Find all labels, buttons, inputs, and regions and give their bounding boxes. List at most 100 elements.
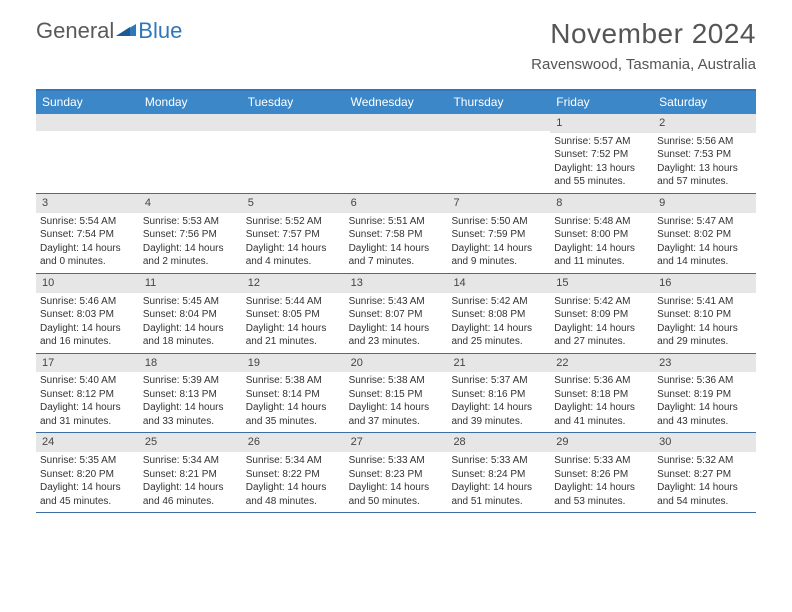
sunset-text: Sunset: 8:13 PM	[143, 388, 238, 402]
day-cell: 5Sunrise: 5:52 AMSunset: 7:57 PMDaylight…	[242, 194, 345, 273]
day-cell: 27Sunrise: 5:33 AMSunset: 8:23 PMDayligh…	[345, 433, 448, 512]
daylight-text: Daylight: 14 hours and 48 minutes.	[246, 481, 341, 508]
title-block: November 2024 Ravenswood, Tasmania, Aust…	[531, 18, 756, 73]
brand-logo: General Blue	[36, 18, 182, 44]
day-number: 19	[242, 354, 345, 373]
sunrise-text: Sunrise: 5:33 AM	[451, 454, 546, 468]
day-cell: 23Sunrise: 5:36 AMSunset: 8:19 PMDayligh…	[653, 354, 756, 433]
day-number: 9	[653, 194, 756, 213]
sunrise-text: Sunrise: 5:41 AM	[657, 295, 752, 309]
sunrise-text: Sunrise: 5:44 AM	[246, 295, 341, 309]
daylight-text: Daylight: 14 hours and 2 minutes.	[143, 242, 238, 269]
sunset-text: Sunset: 8:26 PM	[554, 468, 649, 482]
day-cell: 30Sunrise: 5:32 AMSunset: 8:27 PMDayligh…	[653, 433, 756, 512]
sunrise-text: Sunrise: 5:33 AM	[349, 454, 444, 468]
daylight-text: Daylight: 14 hours and 37 minutes.	[349, 401, 444, 428]
day-number: 13	[345, 274, 448, 293]
sunset-text: Sunset: 8:18 PM	[554, 388, 649, 402]
header: General Blue November 2024 Ravenswood, T…	[0, 0, 792, 79]
sunrise-text: Sunrise: 5:39 AM	[143, 374, 238, 388]
day-number: 17	[36, 354, 139, 373]
day-number	[139, 114, 242, 131]
week-row: 17Sunrise: 5:40 AMSunset: 8:12 PMDayligh…	[36, 354, 756, 434]
sunset-text: Sunset: 8:27 PM	[657, 468, 752, 482]
sunset-text: Sunset: 8:03 PM	[40, 308, 135, 322]
day-number: 18	[139, 354, 242, 373]
sunset-text: Sunset: 7:53 PM	[657, 148, 752, 162]
sunrise-text: Sunrise: 5:53 AM	[143, 215, 238, 229]
sunset-text: Sunset: 7:52 PM	[554, 148, 649, 162]
daylight-text: Daylight: 14 hours and 23 minutes.	[349, 322, 444, 349]
day-cell	[345, 114, 448, 193]
daylight-text: Daylight: 14 hours and 9 minutes.	[451, 242, 546, 269]
day-number	[242, 114, 345, 131]
day-cell: 28Sunrise: 5:33 AMSunset: 8:24 PMDayligh…	[447, 433, 550, 512]
day-number: 1	[550, 114, 653, 133]
daylight-text: Daylight: 14 hours and 31 minutes.	[40, 401, 135, 428]
sunrise-text: Sunrise: 5:34 AM	[246, 454, 341, 468]
daylight-text: Daylight: 14 hours and 16 minutes.	[40, 322, 135, 349]
day-cell: 22Sunrise: 5:36 AMSunset: 8:18 PMDayligh…	[550, 354, 653, 433]
day-cell: 6Sunrise: 5:51 AMSunset: 7:58 PMDaylight…	[345, 194, 448, 273]
sunset-text: Sunset: 8:22 PM	[246, 468, 341, 482]
day-number: 16	[653, 274, 756, 293]
sunrise-text: Sunrise: 5:56 AM	[657, 135, 752, 149]
sunset-text: Sunset: 8:02 PM	[657, 228, 752, 242]
sunrise-text: Sunrise: 5:32 AM	[657, 454, 752, 468]
daylight-text: Daylight: 14 hours and 27 minutes.	[554, 322, 649, 349]
daylight-text: Daylight: 14 hours and 25 minutes.	[451, 322, 546, 349]
weekday-header: Thursday	[447, 91, 550, 114]
sunrise-text: Sunrise: 5:43 AM	[349, 295, 444, 309]
sunset-text: Sunset: 8:16 PM	[451, 388, 546, 402]
day-cell: 19Sunrise: 5:38 AMSunset: 8:14 PMDayligh…	[242, 354, 345, 433]
daylight-text: Daylight: 14 hours and 29 minutes.	[657, 322, 752, 349]
sunrise-text: Sunrise: 5:50 AM	[451, 215, 546, 229]
day-number: 15	[550, 274, 653, 293]
day-number: 21	[447, 354, 550, 373]
day-number: 25	[139, 433, 242, 452]
day-cell: 12Sunrise: 5:44 AMSunset: 8:05 PMDayligh…	[242, 274, 345, 353]
day-cell: 16 Sunrise: 5:41 AMSunset: 8:10 PMDayligh…	[653, 274, 756, 353]
day-cell: 7Sunrise: 5:50 AMSunset: 7:59 PMDaylight…	[447, 194, 550, 273]
day-cell	[242, 114, 345, 193]
day-number: 6	[345, 194, 448, 213]
day-number: 7	[447, 194, 550, 213]
day-number	[447, 114, 550, 131]
sunrise-text: Sunrise: 5:38 AM	[246, 374, 341, 388]
month-title: November 2024	[531, 18, 756, 50]
day-number: 28	[447, 433, 550, 452]
location: Ravenswood, Tasmania, Australia	[531, 56, 756, 73]
daylight-text: Daylight: 14 hours and 18 minutes.	[143, 322, 238, 349]
sunrise-text: Sunrise: 5:34 AM	[143, 454, 238, 468]
sunset-text: Sunset: 8:10 PM	[657, 308, 752, 322]
day-number: 3	[36, 194, 139, 213]
daylight-text: Daylight: 14 hours and 11 minutes.	[554, 242, 649, 269]
sunset-text: Sunset: 8:07 PM	[349, 308, 444, 322]
day-cell: 29Sunrise: 5:33 AMSunset: 8:26 PMDayligh…	[550, 433, 653, 512]
day-number: 11	[139, 274, 242, 293]
weekday-header: Friday	[550, 91, 653, 114]
sunrise-text: Sunrise: 5:51 AM	[349, 215, 444, 229]
day-cell: 10Sunrise: 5:46 AMSunset: 8:03 PMDayligh…	[36, 274, 139, 353]
weekday-header: Tuesday	[242, 91, 345, 114]
daylight-text: Daylight: 14 hours and 0 minutes.	[40, 242, 135, 269]
sunset-text: Sunset: 7:58 PM	[349, 228, 444, 242]
daylight-text: Daylight: 14 hours and 46 minutes.	[143, 481, 238, 508]
day-cell: 14Sunrise: 5:42 AMSunset: 8:08 PMDayligh…	[447, 274, 550, 353]
daylight-text: Daylight: 14 hours and 4 minutes.	[246, 242, 341, 269]
day-cell: 2Sunrise: 5:56 AMSunset: 7:53 PMDaylight…	[653, 114, 756, 193]
brand-part1: General	[36, 18, 114, 44]
day-cell: 4Sunrise: 5:53 AMSunset: 7:56 PMDaylight…	[139, 194, 242, 273]
sunrise-text: Sunrise: 5:48 AM	[554, 215, 649, 229]
day-number: 30	[653, 433, 756, 452]
day-number: 14	[447, 274, 550, 293]
sunrise-text: Sunrise: 5:33 AM	[554, 454, 649, 468]
day-number: 4	[139, 194, 242, 213]
weekday-header: Monday	[139, 91, 242, 114]
sunrise-text: Sunrise: 5:36 AM	[657, 374, 752, 388]
sunset-text: Sunset: 8:05 PM	[246, 308, 341, 322]
sunset-text: Sunset: 8:20 PM	[40, 468, 135, 482]
sunrise-text: Sunrise: 5:45 AM	[143, 295, 238, 309]
brand-part2: Blue	[138, 18, 182, 44]
sunrise-text: Sunrise: 5:46 AM	[40, 295, 135, 309]
